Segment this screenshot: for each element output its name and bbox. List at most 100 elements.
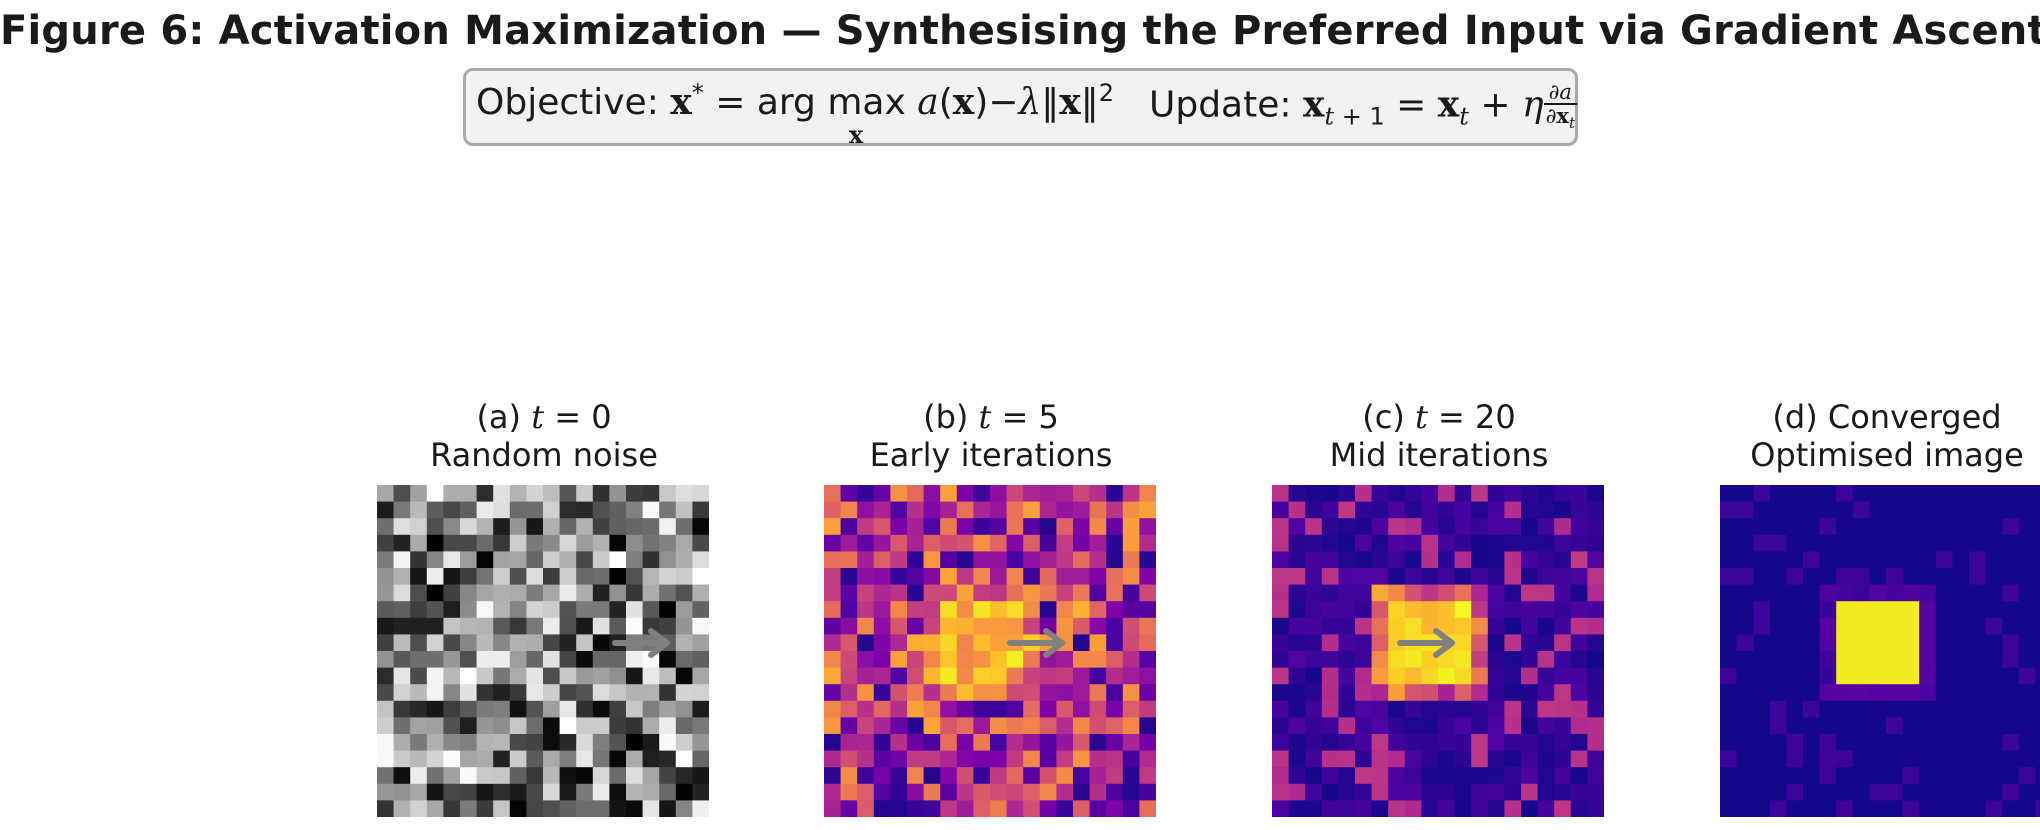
pixel-cell	[476, 634, 494, 652]
pixel-cell	[410, 651, 428, 669]
pixel-cell	[1073, 534, 1091, 552]
pixel-cell	[1338, 684, 1356, 702]
pixel-cell	[1371, 485, 1389, 503]
pixel-cell	[1753, 651, 1771, 669]
pixel-cell	[890, 485, 908, 503]
pixel-cell	[1952, 551, 1970, 569]
pixel-cell	[940, 684, 958, 702]
pixel-cell	[493, 601, 511, 619]
pixel-cell	[1355, 684, 1373, 702]
pixel-cell	[592, 767, 610, 785]
pixel-cell	[1720, 634, 1738, 652]
pixel-cell	[1720, 501, 1738, 519]
pixel-cell	[1487, 568, 1505, 586]
pixel-cell	[1487, 534, 1505, 552]
pixel-cell	[1371, 518, 1389, 536]
pixel-cell	[1935, 601, 1953, 619]
pixel-cell	[1919, 568, 1937, 586]
pixel-cell	[990, 518, 1008, 536]
pixel-cell	[1404, 750, 1422, 768]
pixel-cell	[2002, 717, 2020, 735]
pixel-cell	[2035, 667, 2040, 685]
pixel-cell	[1454, 651, 1472, 669]
pixel-cell	[1089, 634, 1107, 652]
pixel-cell	[1471, 700, 1489, 718]
pixel-cell	[543, 501, 561, 519]
pixel-cell	[840, 800, 858, 817]
pixel-cell	[1023, 534, 1041, 552]
pixel-cell	[659, 667, 677, 685]
pixel-cell	[592, 534, 610, 552]
pixel-cell	[1023, 501, 1041, 519]
pixel-cell	[1969, 601, 1987, 619]
pixel-cell	[460, 651, 478, 669]
pixel-cell	[1952, 667, 1970, 685]
pixel-cell	[626, 501, 644, 519]
pixel-cell	[692, 601, 709, 619]
pixel-cell	[1288, 568, 1306, 586]
pixel-cell	[1537, 617, 1555, 635]
pixel-cell	[509, 750, 527, 768]
pixel-cell	[2002, 551, 2020, 569]
pixel-cell	[857, 700, 875, 718]
pixel-cell	[1819, 800, 1837, 817]
pixel-cell	[1023, 568, 1041, 586]
pixel-cell	[592, 783, 610, 801]
pixel-cell	[1521, 634, 1539, 652]
pixel-cell	[543, 518, 561, 536]
pixel-cell	[642, 800, 660, 817]
pixel-cell	[1736, 584, 1754, 602]
pixel-cell	[443, 700, 461, 718]
pixel-cell	[692, 617, 709, 635]
pixel-cell	[1139, 783, 1156, 801]
pixel-cell	[1073, 800, 1091, 817]
pixel-cell	[2018, 767, 2036, 785]
pixel-cell	[1371, 717, 1389, 735]
pixel-cell	[873, 667, 891, 685]
pixel-cell	[1886, 501, 1904, 519]
pixel-cell	[1521, 651, 1539, 669]
pixel-cell	[1985, 750, 2003, 768]
pixel-cell	[990, 485, 1008, 503]
pixel-cell	[840, 734, 858, 752]
pixel-cell	[857, 568, 875, 586]
pixel-cell	[940, 767, 958, 785]
pixel-cell	[1902, 617, 1920, 635]
pixel-cell	[675, 700, 693, 718]
pixel-cell	[1786, 601, 1804, 619]
pixel-cell	[1089, 684, 1107, 702]
pixel-cell	[1786, 750, 1804, 768]
pixel-cell	[1321, 634, 1339, 652]
panel-c: (c) t = 20 Mid iterations	[1249, 398, 1629, 817]
pixel-cell	[1570, 667, 1588, 685]
pixel-cell	[426, 750, 444, 768]
pixel-cell	[410, 551, 428, 569]
pixel-cell	[609, 783, 627, 801]
pixel-cell	[956, 800, 974, 817]
pixel-cell	[1886, 651, 1904, 669]
pixel-cell	[1736, 485, 1754, 503]
pixel-cell	[1869, 584, 1887, 602]
pixel-cell	[1073, 700, 1091, 718]
pixel-cell	[1554, 750, 1572, 768]
pixel-cell	[990, 684, 1008, 702]
pixel-cell	[460, 783, 478, 801]
pixel-cell	[1902, 734, 1920, 752]
pixel-cell	[1852, 717, 1870, 735]
pixel-cell	[1056, 601, 1074, 619]
pixel-cell	[1305, 518, 1323, 536]
pixel-cell	[1487, 783, 1505, 801]
pixel-cell	[857, 518, 875, 536]
pixel-cell	[675, 651, 693, 669]
pixel-cell	[410, 568, 428, 586]
pixel-cell	[476, 534, 494, 552]
pixel-cell	[2035, 518, 2040, 536]
pixel-cell	[1521, 717, 1539, 735]
pixel-cell	[559, 568, 577, 586]
pixel-cell	[1355, 534, 1373, 552]
pixel-cell	[1504, 501, 1522, 519]
pixel-cell	[1471, 783, 1489, 801]
pixel-cell	[1935, 667, 1953, 685]
pixel-cell	[1073, 651, 1091, 669]
pixel-cell	[1786, 485, 1804, 503]
